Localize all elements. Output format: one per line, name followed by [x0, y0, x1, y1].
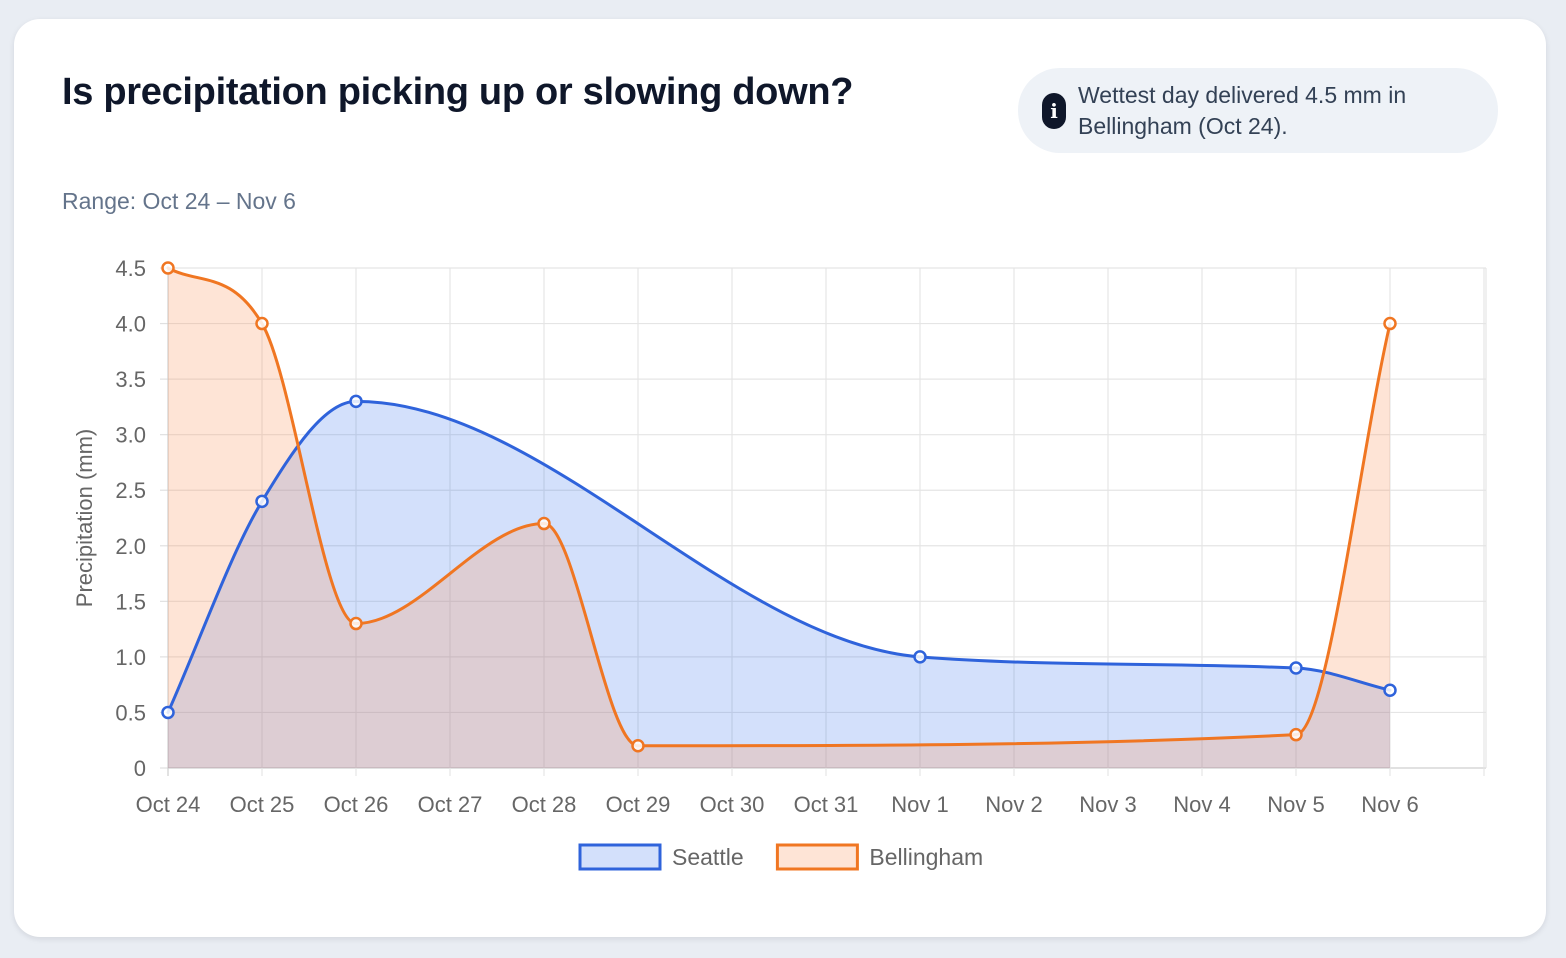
- series-line-bellingham: [166, 266, 1392, 748]
- y-tick-label: 0: [134, 756, 146, 781]
- legend-swatch: [578, 843, 662, 871]
- info-icon: i: [1042, 92, 1066, 129]
- legend-item-seattle[interactable]: Seattle: [578, 843, 744, 871]
- data-point-bellingham[interactable]: [1383, 316, 1397, 331]
- data-point-bellingham[interactable]: [631, 739, 645, 753]
- data-point-seattle[interactable]: [1383, 683, 1397, 697]
- chart-card: Is precipitation picking up or slowing d…: [14, 19, 1546, 937]
- legend-swatch: [775, 843, 859, 871]
- legend-label: Seattle: [672, 844, 744, 870]
- x-tick-label: Oct 26: [324, 792, 389, 817]
- legend: Seattle Bellingham: [578, 843, 983, 871]
- legend-label: Bellingham: [869, 844, 983, 870]
- y-tick-label: 2.0: [115, 534, 146, 559]
- x-tick-label: Oct 27: [418, 792, 483, 817]
- insight-callout: i Wettest day delivered 4.5 mm in Bellin…: [1018, 68, 1498, 153]
- x-tick-label: Oct 28: [512, 792, 577, 817]
- x-tick-label: Oct 31: [794, 792, 859, 817]
- x-tick-label: Nov 4: [1173, 792, 1230, 817]
- insight-text: Wettest day delivered 4.5 mm in Bellingh…: [1078, 81, 1407, 139]
- data-point-bellingham[interactable]: [349, 616, 363, 631]
- y-tick-label: 1.0: [115, 645, 146, 670]
- y-tick-label: 1.5: [115, 589, 146, 614]
- x-tick-label: Nov 3: [1079, 792, 1136, 817]
- x-tick-label: Nov 1: [891, 792, 948, 817]
- data-point-seattle[interactable]: [161, 705, 175, 720]
- x-tick-label: Oct 25: [230, 792, 295, 817]
- y-tick-label: 3.5: [115, 367, 146, 392]
- x-tick-label: Nov 2: [985, 792, 1042, 817]
- data-point-seattle[interactable]: [349, 394, 363, 409]
- data-point-bellingham[interactable]: [1289, 727, 1303, 742]
- x-tick-label: Nov 6: [1361, 792, 1418, 817]
- x-tick-label: Oct 30: [700, 792, 765, 817]
- y-tick-label: 4.0: [115, 312, 146, 337]
- legend-item-bellingham[interactable]: Bellingham: [775, 843, 983, 871]
- data-point-bellingham[interactable]: [537, 516, 551, 531]
- y-tick-label: 0.5: [115, 700, 146, 725]
- date-range-label: Range: Oct 24 – Nov 6: [62, 188, 296, 214]
- data-point-seattle[interactable]: [1289, 661, 1303, 675]
- data-point-seattle[interactable]: [913, 650, 927, 664]
- y-tick-label: 3.0: [115, 423, 146, 448]
- y-tick-label: 4.5: [115, 256, 146, 281]
- y-tick-label: 2.5: [115, 478, 146, 503]
- x-tick-label: Nov 5: [1267, 792, 1324, 817]
- series-area-bellingham: [168, 268, 1390, 768]
- series-area-seattle: [168, 401, 1390, 768]
- data-point-bellingham[interactable]: [161, 261, 175, 275]
- x-tick-label: Oct 24: [136, 792, 201, 817]
- page-title: Is precipitation picking up or slowing d…: [62, 71, 854, 113]
- y-axis-title: Precipitation (mm): [72, 429, 97, 607]
- data-point-bellingham[interactable]: [255, 316, 269, 331]
- data-point-seattle[interactable]: [255, 494, 269, 509]
- x-tick-label: Oct 29: [606, 792, 671, 817]
- series-line-seattle: [166, 399, 1392, 714]
